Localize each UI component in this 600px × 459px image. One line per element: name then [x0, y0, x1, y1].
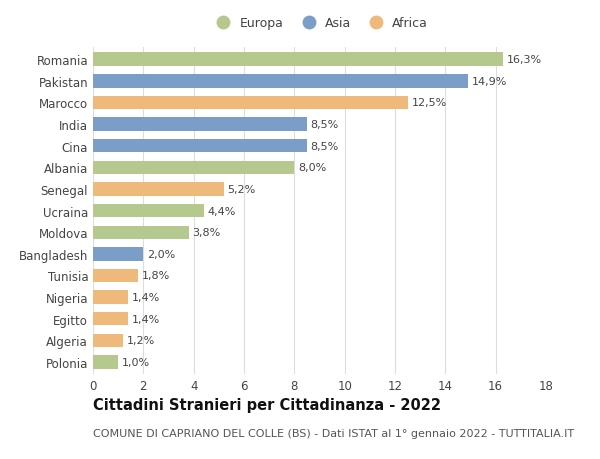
Bar — [93, 269, 139, 283]
Text: Cittadini Stranieri per Cittadinanza - 2022: Cittadini Stranieri per Cittadinanza - 2… — [93, 397, 441, 412]
Bar — [93, 334, 123, 347]
Bar — [93, 204, 204, 218]
Bar — [93, 75, 468, 88]
Bar — [93, 291, 128, 304]
Bar — [93, 161, 295, 175]
Text: 8,0%: 8,0% — [298, 163, 326, 173]
Text: COMUNE DI CAPRIANO DEL COLLE (BS) - Dati ISTAT al 1° gennaio 2022 - TUTTITALIA.I: COMUNE DI CAPRIANO DEL COLLE (BS) - Dati… — [93, 428, 574, 438]
Text: 14,9%: 14,9% — [472, 77, 507, 87]
Bar — [93, 313, 128, 326]
Text: 2,0%: 2,0% — [147, 249, 175, 259]
Bar — [93, 96, 407, 110]
Text: 1,2%: 1,2% — [127, 336, 155, 346]
Bar — [93, 53, 503, 67]
Text: 8,5%: 8,5% — [311, 141, 339, 151]
Text: 8,5%: 8,5% — [311, 120, 339, 130]
Bar — [93, 247, 143, 261]
Text: 1,4%: 1,4% — [132, 314, 160, 324]
Text: 16,3%: 16,3% — [507, 55, 542, 65]
Bar — [93, 356, 118, 369]
Text: 1,0%: 1,0% — [122, 357, 150, 367]
Bar — [93, 140, 307, 153]
Bar — [93, 226, 188, 240]
Bar — [93, 118, 307, 131]
Text: 1,8%: 1,8% — [142, 271, 170, 281]
Text: 12,5%: 12,5% — [412, 98, 446, 108]
Bar — [93, 183, 224, 196]
Text: 1,4%: 1,4% — [132, 292, 160, 302]
Text: 4,4%: 4,4% — [208, 206, 236, 216]
Text: 5,2%: 5,2% — [227, 185, 256, 195]
Text: 3,8%: 3,8% — [193, 228, 221, 238]
Legend: Europa, Asia, Africa: Europa, Asia, Africa — [211, 17, 428, 30]
